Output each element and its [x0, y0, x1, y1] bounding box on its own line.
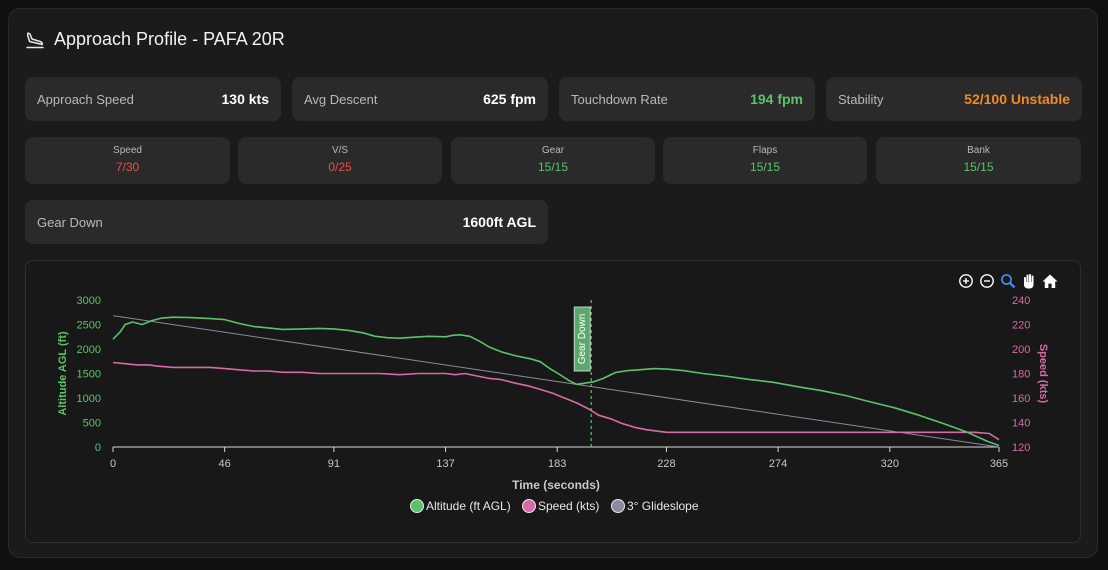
stat-label: Touchdown Rate [571, 91, 668, 107]
gear-down-marker-box [573, 306, 591, 372]
check-value: 15/15 [749, 160, 781, 174]
gear-down-card: Gear Down 1600ft AGL [25, 200, 548, 244]
x-tick-label: 365 [990, 458, 1008, 470]
title-row: Approach Profile - PAFA 20R [25, 29, 285, 50]
reset-home-icon[interactable] [1042, 273, 1058, 289]
zoom-out-icon[interactable] [979, 273, 995, 289]
y-right-tick-label: 200 [1012, 344, 1030, 356]
stat-avg-descent: Avg Descent 625 fpm [292, 77, 548, 121]
chart-container: Gear Down 0 46 91 137 183 228 274 320 365 0 500 100… [25, 260, 1081, 543]
y-left-tick-label: 500 [83, 418, 101, 430]
legend-swatch [410, 499, 424, 513]
x-tick-label: 274 [769, 458, 787, 470]
zoom-in-icon[interactable] [958, 273, 974, 289]
stat-value: 625 fpm [483, 91, 536, 107]
chart-axes [112, 446, 1000, 452]
x-tick-label: 46 [219, 458, 231, 470]
y-right-tick-label: 180 [1012, 369, 1030, 381]
x-tick-label: 0 [110, 458, 116, 470]
chart-annotation: Gear Down [573, 300, 592, 447]
chart-labels: 0 46 91 137 183 228 274 320 365 0 500 1000 1500 2000 2… [57, 295, 1049, 492]
x-axis-title: Time (seconds) [512, 478, 600, 492]
stat-touchdown-rate: Touchdown Rate 194 fpm [559, 77, 815, 121]
y-right-tick-label: 140 [1012, 418, 1030, 430]
chart-toolbar [958, 273, 1058, 289]
check-bank: Bank 15/15 [876, 137, 1081, 184]
approach-profile-panel: Approach Profile - PAFA 20R Approach Spe… [8, 8, 1098, 558]
x-tick-label: 137 [436, 458, 454, 470]
check-value: 15/15 [537, 160, 569, 174]
stat-value: 130 kts [221, 91, 269, 107]
legend-label: 3° Glideslope [627, 499, 699, 513]
approach-line-chart: Gear Down 0 46 91 137 183 228 274 320 365 0 500 100… [57, 295, 1049, 513]
gear-down-marker-label: Gear Down [577, 314, 588, 365]
y-left-tick-label: 2500 [77, 320, 101, 332]
legend-swatch [522, 499, 536, 513]
y-left-tick-label: 2000 [77, 344, 101, 356]
stat-value: 194 fpm [750, 91, 803, 107]
chart-series [112, 315, 1000, 448]
y-left-tick-label: 0 [95, 442, 101, 454]
y-left-tick-label: 1000 [77, 393, 101, 405]
y-right-tick-label: 240 [1012, 295, 1030, 307]
y-right-tick-label: 160 [1012, 393, 1030, 405]
legend-swatch [611, 499, 625, 513]
glideslope-series-line [112, 315, 1000, 448]
landing-plane-icon [25, 30, 45, 50]
page-title: Approach Profile - PAFA 20R [54, 29, 285, 49]
chart-legend: Altitude (ft AGL) Speed (kts) 3° Glideslop… [410, 499, 699, 513]
check-label: Bank [967, 145, 990, 156]
x-tick-label: 320 [881, 458, 899, 470]
check-value: 7/30 [115, 160, 140, 174]
x-tick-label: 228 [657, 458, 675, 470]
zoom-select-icon[interactable] [1000, 273, 1016, 289]
check-gear: Gear 15/15 [451, 137, 655, 184]
legend-label: Speed (kts) [538, 499, 599, 513]
y-left-tick-label: 3000 [77, 295, 101, 307]
x-tick-label: 91 [328, 458, 340, 470]
check-label: Speed [113, 145, 142, 156]
altitude-series-line [112, 316, 1000, 447]
check-flaps: Flaps 15/15 [663, 137, 867, 184]
stat-value: 52/100 Unstable [964, 91, 1070, 107]
y-right-axis-title: Speed (kts) [1037, 344, 1049, 404]
check-value: 15/15 [963, 160, 994, 174]
stat-label: Approach Speed [37, 91, 134, 107]
y-left-tick-label: 1500 [77, 369, 101, 381]
y-right-tick-label: 120 [1012, 442, 1030, 454]
x-tick-label: 183 [548, 458, 566, 470]
y-right-tick-label: 220 [1012, 320, 1030, 332]
speed-series-line [112, 361, 1000, 441]
gear-down-label: Gear Down [37, 214, 103, 230]
gear-down-value: 1600ft AGL [462, 214, 536, 230]
legend-label: Altitude (ft AGL) [426, 499, 511, 513]
stat-approach-speed: Approach Speed 130 kts [25, 77, 281, 121]
stat-label: Stability [838, 91, 884, 107]
check-speed: Speed 7/30 [25, 137, 230, 184]
stat-label: Avg Descent [304, 91, 378, 107]
stat-stability: Stability 52/100 Unstable [826, 77, 1082, 121]
check-value: 0/25 [328, 160, 352, 174]
check-label: V/S [331, 145, 349, 156]
check-label: Gear [541, 145, 565, 156]
check-vertical-speed: V/S 0/25 [238, 137, 442, 184]
check-label: Flaps [752, 145, 778, 156]
pan-hand-icon[interactable] [1021, 273, 1037, 289]
y-left-axis-title: Altitude AGL (ft) [57, 331, 69, 416]
